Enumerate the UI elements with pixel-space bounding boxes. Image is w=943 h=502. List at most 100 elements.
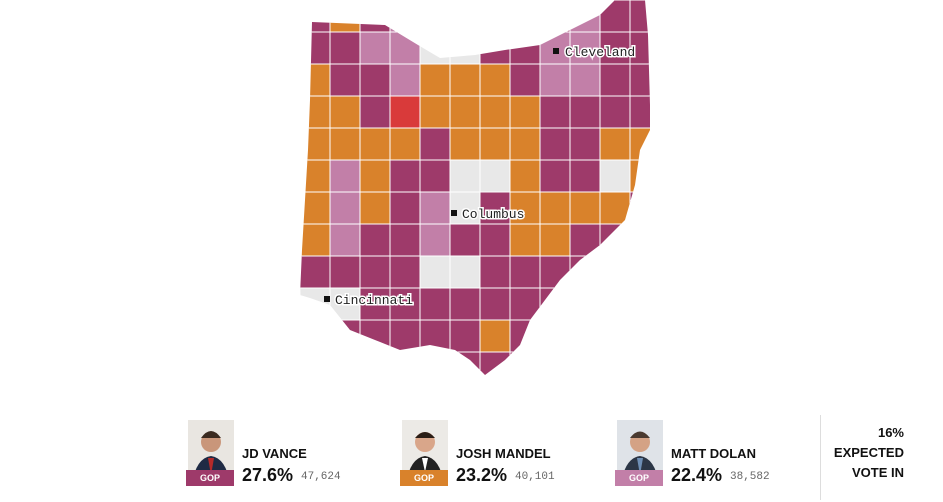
county [509, 63, 541, 97]
county [569, 319, 601, 353]
county [389, 191, 421, 225]
county [359, 63, 391, 97]
county [300, 287, 331, 321]
county [629, 95, 650, 129]
county [569, 95, 601, 129]
county [509, 255, 541, 289]
city-label: Cincinnati [335, 293, 413, 308]
county [419, 63, 451, 97]
county [329, 223, 361, 257]
divider [820, 415, 821, 500]
reporting: 16% EXPECTED VOTE IN [826, 423, 904, 483]
county [300, 223, 331, 257]
county [599, 351, 631, 375]
county [359, 95, 391, 129]
county [449, 0, 481, 33]
county [479, 0, 511, 33]
county [329, 127, 361, 161]
county [449, 31, 481, 65]
county [539, 319, 571, 353]
county [629, 319, 650, 353]
county [539, 223, 571, 257]
county [389, 319, 421, 353]
county [419, 0, 451, 33]
county [629, 159, 650, 193]
county [359, 191, 391, 225]
county [419, 287, 451, 321]
city-label: Cleveland [565, 45, 635, 60]
county [479, 191, 511, 225]
party-badge: GOP [400, 470, 448, 486]
county [629, 127, 650, 161]
county [449, 351, 481, 375]
county [419, 95, 451, 129]
county [300, 191, 331, 225]
county [629, 63, 650, 97]
city-label: Columbus [462, 207, 524, 222]
county [539, 255, 571, 289]
county [359, 127, 391, 161]
county [419, 127, 451, 161]
county [629, 255, 650, 289]
county [539, 287, 571, 321]
county [599, 255, 631, 289]
county [329, 95, 361, 129]
county [449, 191, 481, 225]
county [509, 31, 541, 65]
county [419, 319, 451, 353]
county [599, 95, 631, 129]
county [509, 319, 541, 353]
county [569, 63, 601, 97]
county [629, 191, 650, 225]
county [599, 319, 631, 353]
county [509, 351, 541, 375]
vote-percent: 22.4% [671, 465, 723, 485]
county [449, 287, 481, 321]
county [509, 127, 541, 161]
county [449, 127, 481, 161]
party-badge: GOP [186, 470, 234, 486]
county [569, 191, 601, 225]
county [569, 287, 601, 321]
county [449, 95, 481, 129]
county [479, 319, 511, 353]
county [359, 159, 391, 193]
vote-count: 40,101 [515, 471, 555, 483]
county [509, 223, 541, 257]
county [359, 0, 391, 33]
vote-count: 38,582 [730, 471, 770, 483]
county [479, 223, 511, 257]
county [569, 127, 601, 161]
county [389, 287, 421, 321]
county [479, 63, 511, 97]
county [300, 31, 331, 65]
county [599, 223, 631, 257]
county [449, 159, 481, 193]
county [569, 255, 601, 289]
county [359, 351, 391, 375]
candidate-name: MATT DOLAN [671, 446, 756, 461]
ohio-map: Cleveland Columbus Cincinnati [300, 0, 650, 375]
candidate-name: JOSH MANDEL [456, 446, 551, 461]
county [599, 159, 631, 193]
county [569, 0, 601, 33]
candidate: GOP MATT DOLAN 22.4% 38,582 [615, 420, 817, 490]
county [569, 351, 601, 375]
county [329, 31, 361, 65]
county [359, 31, 391, 65]
reporting-label: EXPECTED VOTE IN [833, 445, 904, 480]
county [329, 351, 361, 375]
county [419, 223, 451, 257]
county [599, 287, 631, 321]
county [599, 191, 631, 225]
county [359, 255, 391, 289]
county [479, 127, 511, 161]
county [479, 351, 511, 375]
county [539, 351, 571, 375]
county [629, 287, 650, 321]
county [300, 127, 331, 161]
county [419, 191, 451, 225]
county [569, 159, 601, 193]
county [629, 0, 650, 33]
